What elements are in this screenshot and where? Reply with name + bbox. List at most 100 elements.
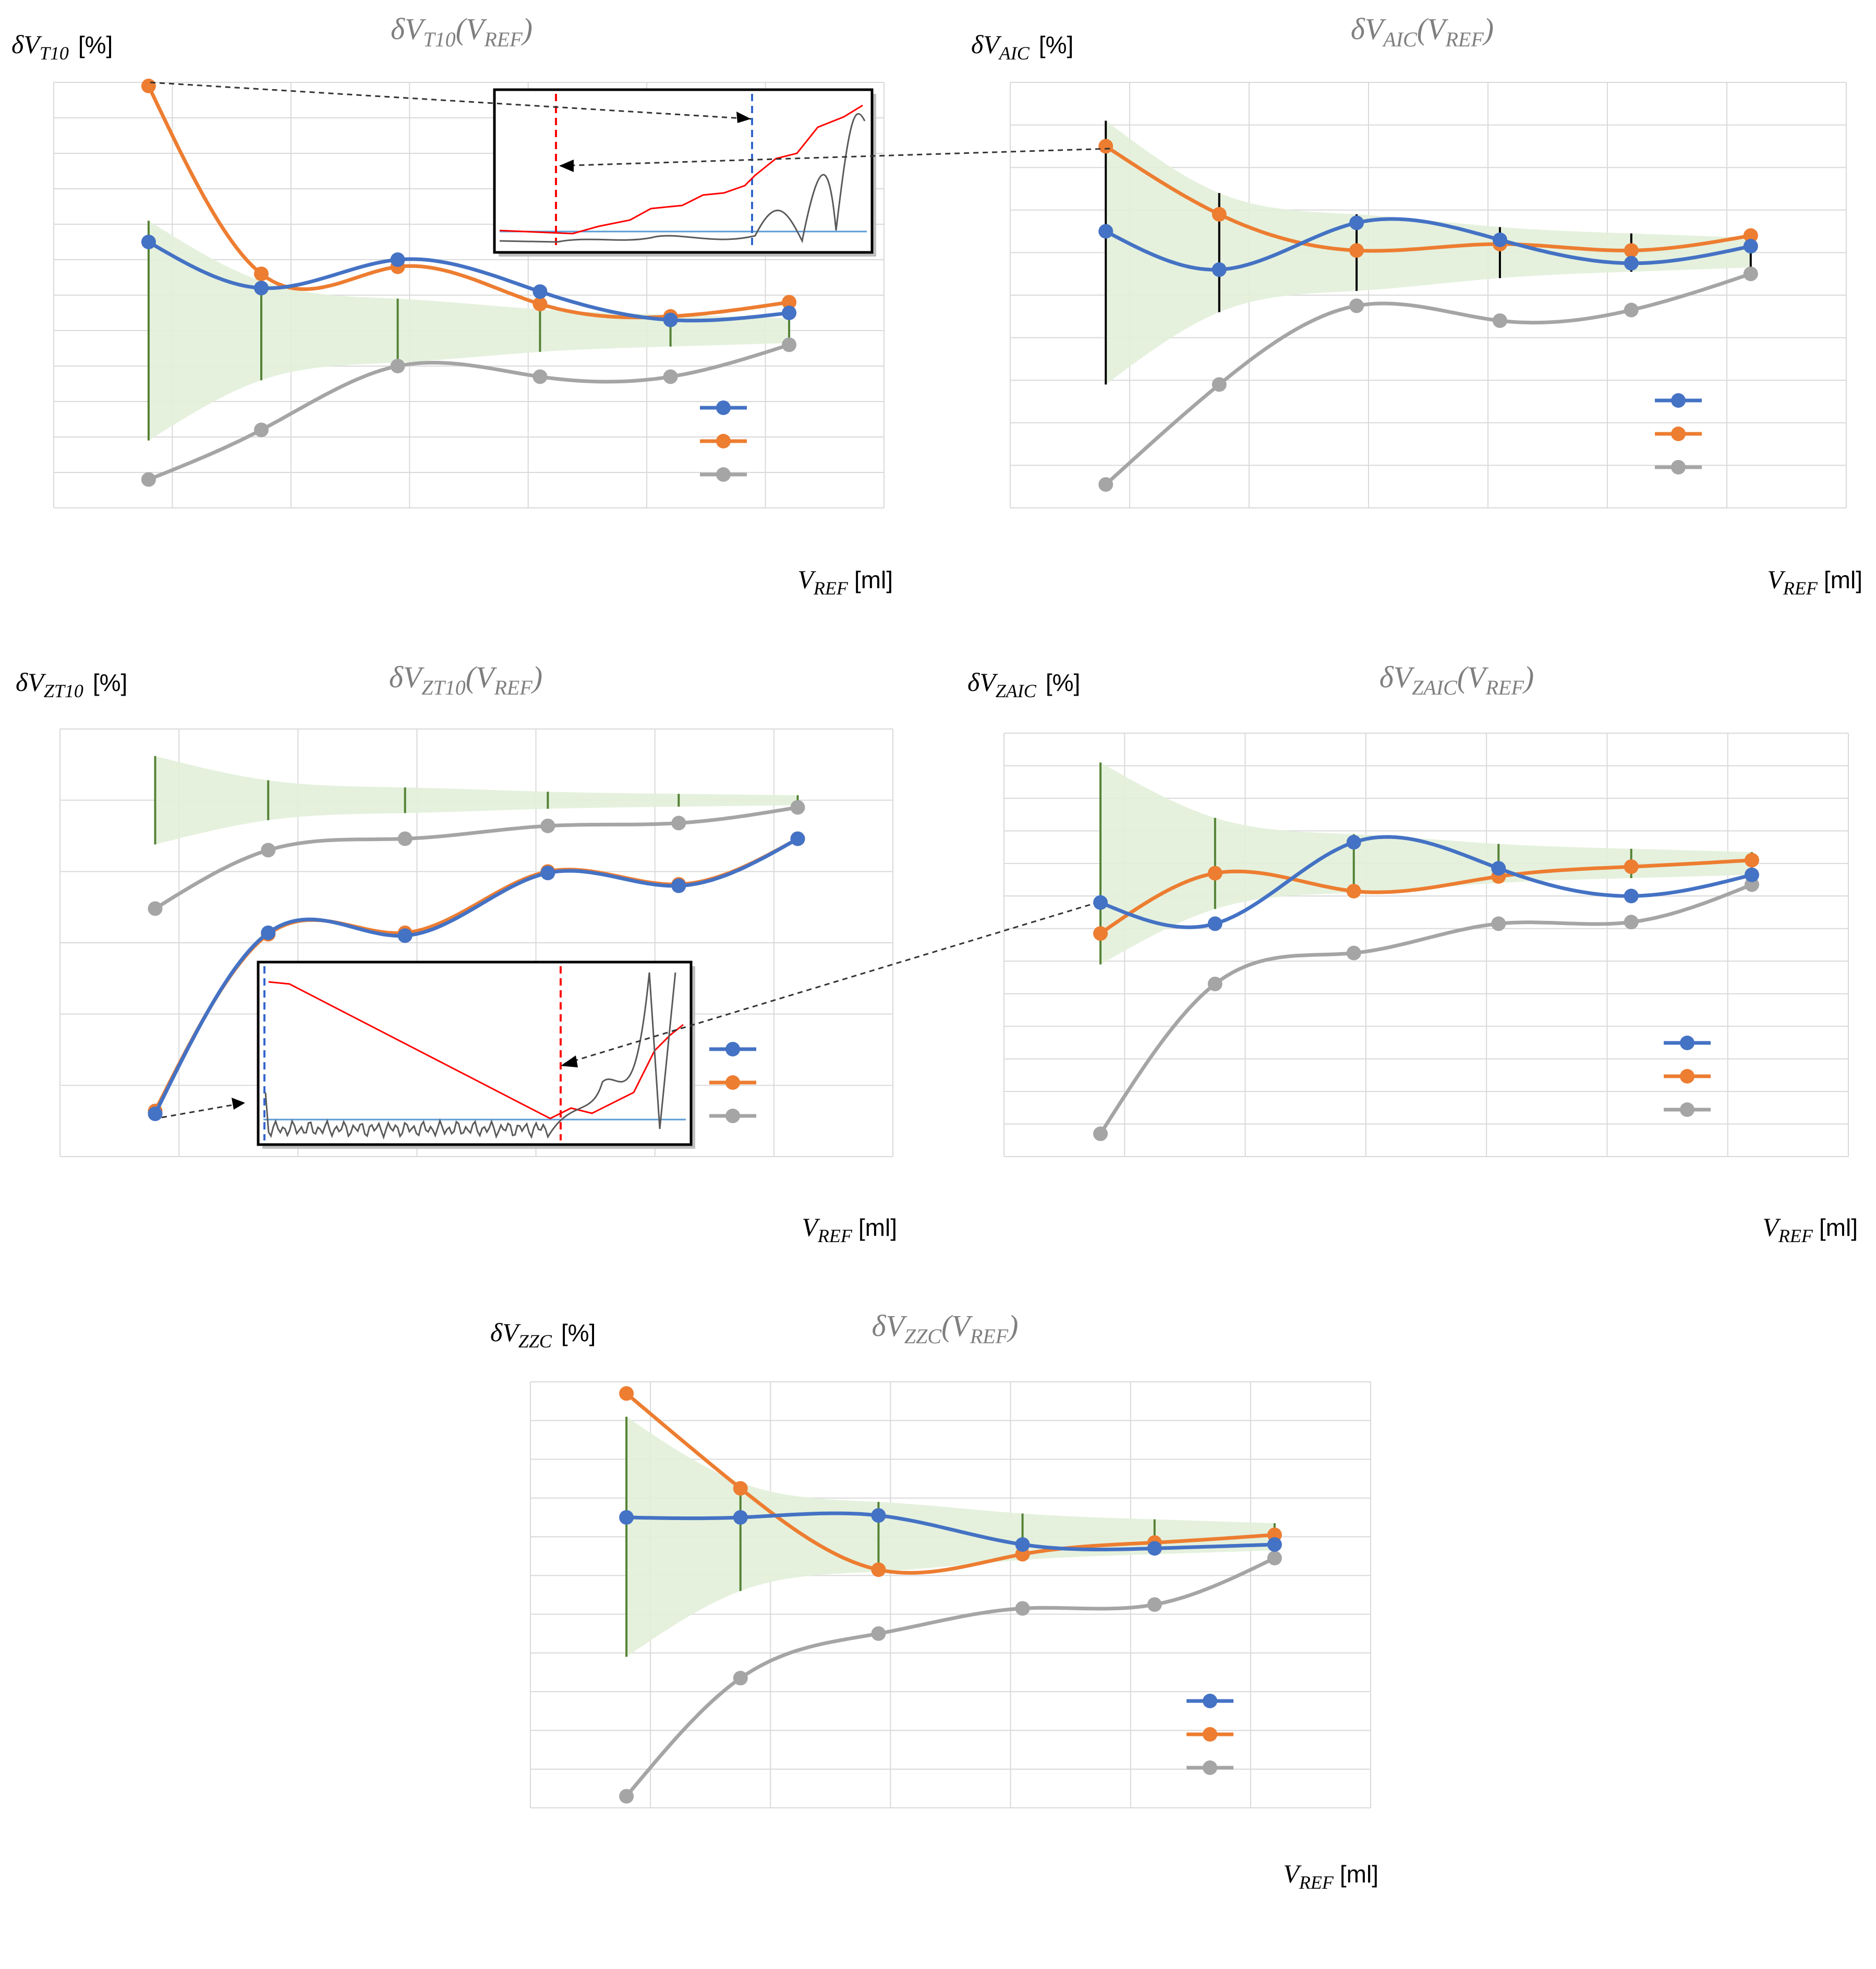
- data-point-4-mhz: [1624, 243, 1639, 258]
- data-point-4-mhz: [1744, 853, 1759, 868]
- data-point-4-mhz: [1346, 883, 1361, 898]
- data-point-2-mhz: [397, 928, 413, 943]
- data-point-2-mhz: [790, 831, 805, 846]
- data-point-10-mhz: [1346, 945, 1361, 961]
- inset-red-curve: [268, 981, 684, 1120]
- series-line-2-mhz: [148, 240, 790, 323]
- callout-arrowhead: [559, 160, 574, 172]
- legend-swatch-marker: [1203, 1694, 1217, 1708]
- data-point-4-mhz: [1093, 926, 1108, 941]
- uncertainty-band: [1106, 120, 1751, 385]
- data-point-2-mhz: [148, 1107, 163, 1121]
- data-point-2-mhz: [619, 1510, 634, 1525]
- callout-line: [559, 148, 1110, 167]
- data-point-10-mhz: [871, 1626, 886, 1641]
- data-point-10-mhz: [1624, 915, 1639, 930]
- inset-gray-waveform: [264, 972, 676, 1140]
- data-point-10-mhz: [390, 359, 405, 373]
- legend-swatch-marker: [725, 1109, 740, 1123]
- data-point-10-mhz: [1491, 916, 1506, 931]
- inset-waveform-a: [150, 81, 1110, 257]
- data-point-2-mhz: [1349, 215, 1364, 230]
- data-point-10-mhz: [1267, 1550, 1282, 1565]
- data-point-10-mhz: [671, 816, 686, 831]
- series-line-2-mhz: [1099, 835, 1752, 929]
- callout-arrowhead: [736, 112, 751, 123]
- x-axis-label: VREF [ml]: [1762, 1212, 1858, 1246]
- callout-arrowhead: [232, 1098, 245, 1110]
- data-point-2-mhz: [871, 1508, 886, 1523]
- y-axis-label: δVAIC [%]: [971, 30, 1073, 64]
- data-point-10-mhz: [141, 472, 156, 487]
- series-line-4-mhz: [1099, 858, 1752, 935]
- data-point-2-mhz: [1624, 889, 1639, 904]
- uncertainty-band: [626, 1416, 1275, 1657]
- data-point-10-mhz: [663, 369, 678, 384]
- data-point-4-mhz: [733, 1481, 748, 1496]
- data-point-10-mhz: [619, 1789, 634, 1804]
- data-point-10-mhz: [254, 422, 269, 437]
- data-point-2-mhz: [671, 878, 686, 893]
- series-line-2-mhz: [626, 1511, 1275, 1551]
- data-point-10-mhz: [1349, 298, 1364, 313]
- legend-swatch-marker: [1203, 1760, 1217, 1775]
- data-point-4-mhz: [141, 78, 156, 93]
- data-point-4-mhz: [619, 1386, 634, 1401]
- series-line-10-mhz: [154, 805, 798, 910]
- legend-swatch-marker: [1203, 1727, 1217, 1742]
- legend-swatch-marker: [725, 1042, 740, 1056]
- inset-frame: [257, 961, 693, 1146]
- data-point-10-mhz: [1147, 1597, 1162, 1612]
- data-point-2-mhz: [1267, 1537, 1282, 1552]
- legend-swatch-marker: [1680, 1102, 1695, 1117]
- data-point-2-mhz: [1147, 1541, 1162, 1556]
- data-point-2-mhz: [540, 866, 555, 881]
- data-point-4-mhz: [1624, 859, 1639, 874]
- data-point-10-mhz: [790, 800, 805, 815]
- inset-red-curve: [499, 104, 863, 235]
- uncertainty-band: [1100, 762, 1752, 965]
- data-point-10-mhz: [397, 831, 413, 846]
- chart-title: δVZT10(VREF): [389, 660, 542, 699]
- legend-swatch-marker: [716, 400, 731, 415]
- data-point-4-mhz: [1212, 206, 1227, 222]
- uncertainty-band: [148, 221, 790, 441]
- series-line-2-mhz: [1105, 217, 1751, 272]
- uncertainty-band: [155, 756, 798, 845]
- data-point-4-mhz: [532, 297, 548, 311]
- chart-panel-c: δVZT10(VREF) δVZT10 [%] VREF [ml]: [16, 660, 897, 1246]
- legend-swatch-marker: [1680, 1036, 1695, 1050]
- data-point-10-mhz: [1743, 266, 1758, 282]
- data-point-4-mhz: [1207, 866, 1223, 881]
- data-point-2-mhz: [1212, 262, 1227, 277]
- legend-swatch-marker: [716, 434, 731, 448]
- series-line-4-mhz: [1105, 144, 1751, 253]
- data-point-10-mhz: [1212, 377, 1227, 392]
- chart-title: δVZAIC(VREF): [1379, 660, 1534, 699]
- data-point-4-mhz: [782, 295, 797, 310]
- x-axis-label: VREF [ml]: [802, 1212, 897, 1246]
- series-line-10-mhz: [1104, 272, 1751, 486]
- series-line-4-mhz: [625, 1392, 1275, 1575]
- data-point-4-mhz: [1743, 228, 1758, 243]
- data-point-2-mhz: [1093, 895, 1108, 910]
- data-point-10-mhz: [540, 818, 555, 833]
- data-point-10-mhz: [1624, 302, 1639, 318]
- x-axis-label: VREF [ml]: [797, 565, 893, 599]
- callout-line: [150, 81, 752, 120]
- data-point-10-mhz: [1207, 976, 1223, 991]
- inset-waveform-c: [161, 904, 1091, 1149]
- data-point-10-mhz: [1093, 1126, 1108, 1141]
- chart-panel-b: δVAIC(VREF) δVAIC [%] VREF [ml]: [971, 12, 1862, 599]
- data-point-2-mhz: [390, 252, 405, 267]
- callout-arrowhead: [561, 1055, 578, 1067]
- data-point-2-mhz: [261, 925, 276, 940]
- y-axis-label: δVZZC [%]: [490, 1318, 596, 1352]
- data-point-4-mhz: [1098, 139, 1114, 154]
- series-line-10-mhz: [625, 1556, 1276, 1797]
- data-point-2-mhz: [1015, 1537, 1030, 1552]
- y-axis-label: δVZAIC [%]: [967, 667, 1080, 701]
- series-line-4-mhz: [147, 85, 790, 320]
- chart-title: δVZZC(VREF): [872, 1309, 1019, 1348]
